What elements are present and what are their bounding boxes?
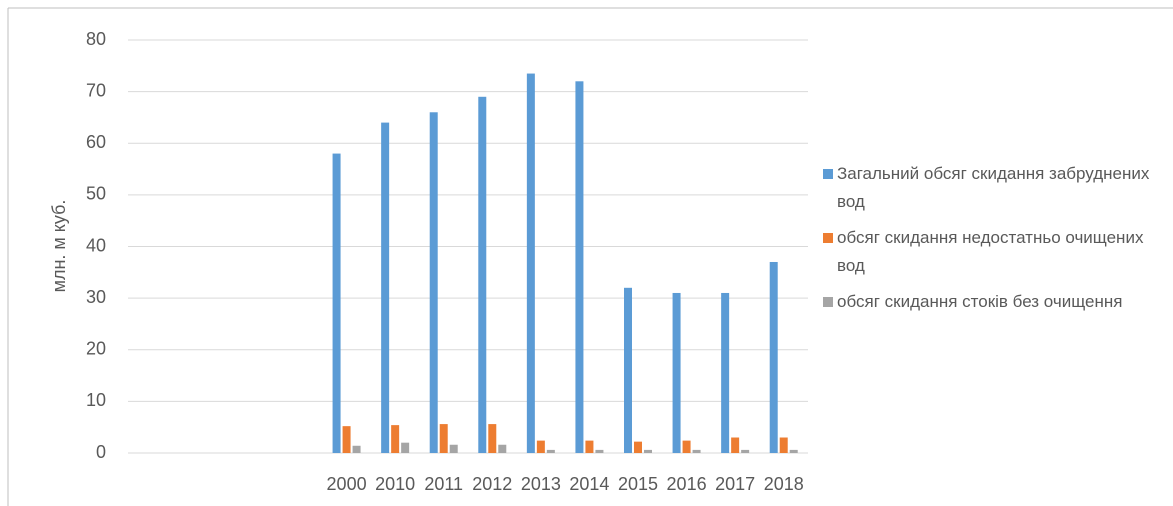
bar [478,96,487,453]
y-tick-label: 30 [86,287,106,307]
bar [488,424,497,453]
bar [644,449,652,453]
bar [682,440,691,453]
y-tick-label: 40 [86,235,106,255]
bar [692,449,701,453]
y-tick-label: 10 [86,390,106,410]
bar [381,122,390,453]
bar [585,440,594,453]
y-tick-label: 20 [86,339,106,359]
bar [536,440,545,453]
bar [332,153,341,453]
legend-label: обсяг скидання недостатньо очищених вод [837,228,1144,275]
bar [429,112,438,454]
bar [779,437,788,453]
bar [769,261,778,453]
y-axis-label: млн. м куб. [49,200,69,293]
y-tick-label: 80 [86,29,106,49]
x-tick-label: 2000 [327,474,367,494]
x-tick-label: 2011 [424,474,463,494]
bar [575,81,584,454]
legend-label: обсяг скидання стоків без очищення [837,292,1123,311]
bar [439,424,448,453]
legend-swatch [823,169,833,179]
x-tick-label: 2018 [764,474,804,494]
y-tick-label: 50 [86,184,106,204]
bar [498,444,507,453]
x-tick-label: 2010 [375,474,415,494]
bar [342,426,351,453]
bar [391,425,400,453]
bar [595,449,604,453]
x-tick-label: 2016 [667,474,707,494]
bar [789,449,798,453]
x-tick-label: 2014 [569,474,609,494]
bar [672,292,681,453]
bar [546,449,555,453]
bar [352,445,361,453]
y-tick-label: 0 [96,442,106,462]
bar [634,441,642,453]
x-tick-label: 2012 [472,474,512,494]
legend-swatch [823,297,833,307]
y-tick-label: 70 [86,80,106,100]
legend-label: Загальний обсяг скидання забруднених вод [837,164,1150,211]
y-tick-label: 60 [86,132,106,152]
x-tick-label: 2015 [618,474,658,494]
bar [731,437,740,453]
bar [526,73,535,454]
bar [449,444,458,453]
bar [721,292,730,453]
legend-item: обсяг скидання стоків без очищення [823,288,1153,316]
bar [624,287,632,453]
x-tick-label: 2013 [521,474,561,494]
legend-item: Загальний обсяг скидання забруднених вод [823,160,1153,216]
legend-item: обсяг скидання недостатньо очищених вод [823,224,1153,280]
legend: Загальний обсяг скидання забруднених вод… [823,160,1153,324]
bar [401,442,410,453]
legend-swatch [823,233,833,243]
bar [741,449,750,453]
x-tick-label: 2017 [715,474,755,494]
